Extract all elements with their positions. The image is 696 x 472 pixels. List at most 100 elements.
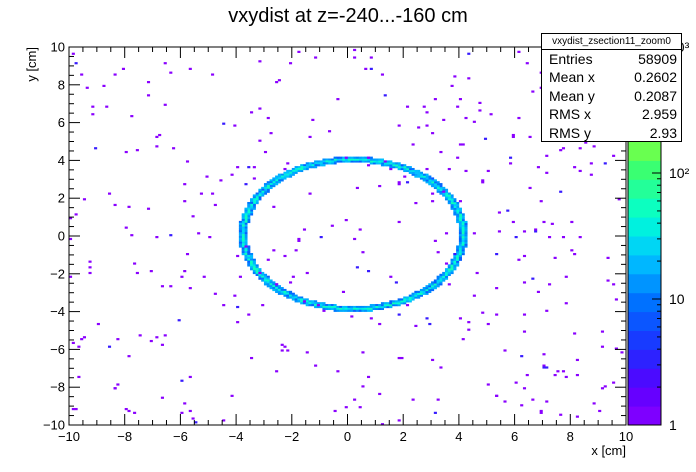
heatmap-cell	[277, 79, 281, 82]
heatmap-cell	[82, 336, 87, 339]
heatmap-cell	[461, 215, 465, 218]
heatmap-cell	[300, 302, 304, 305]
heatmap-cell	[414, 169, 418, 173]
heatmap-cell	[244, 213, 248, 216]
heatmap-cell	[461, 241, 465, 244]
heatmap-cell	[247, 217, 251, 220]
heatmap-cell	[255, 268, 259, 271]
heatmap-cell	[158, 133, 162, 137]
heatmap-cell	[419, 288, 423, 292]
heatmap-cell	[283, 171, 287, 174]
heatmap-cell	[263, 275, 268, 278]
heatmap-cell	[509, 156, 513, 159]
x-tick-label: −6	[173, 429, 188, 444]
heatmap-cell	[255, 198, 259, 201]
heatmap-cell	[436, 398, 440, 401]
heatmap-cell	[450, 266, 454, 269]
heatmap-cell	[528, 135, 532, 139]
heatmap-cell	[553, 373, 557, 377]
heatmap-cell	[238, 230, 242, 233]
heatmap-cell	[311, 164, 315, 167]
heatmap-cell	[291, 167, 295, 171]
heatmap-cell	[428, 179, 432, 182]
heatmap-cell	[439, 190, 443, 193]
heatmap-cell	[311, 166, 315, 169]
heatmap-cell	[433, 183, 437, 186]
heatmap-cell	[458, 211, 462, 214]
heatmap-cell	[444, 275, 449, 278]
heatmap-cell	[458, 200, 462, 203]
heatmap-cell	[252, 194, 256, 197]
heatmap-cell	[258, 196, 262, 199]
heatmap-cell	[280, 288, 284, 292]
heatmap-cell	[361, 251, 365, 254]
y-tick-label: −10	[43, 418, 65, 433]
heatmap-cell	[286, 171, 290, 174]
heatmap-cell	[422, 292, 426, 295]
heatmap-cell	[169, 234, 173, 237]
heatmap-cell	[461, 236, 465, 239]
heatmap-cell	[392, 166, 396, 169]
heatmap-cell	[272, 181, 276, 184]
heatmap-cell	[364, 158, 368, 161]
heatmap-cell	[211, 192, 215, 195]
heatmap-cell	[458, 220, 462, 224]
heatmap-cell	[433, 281, 437, 284]
heatmap-cell	[305, 164, 309, 167]
heatmap-cell	[397, 356, 401, 360]
heatmap-cell	[275, 287, 279, 290]
heatmap-cell	[247, 254, 251, 258]
heatmap-cell	[280, 179, 284, 182]
heatmap-cell	[433, 184, 437, 188]
heatmap-cell	[397, 166, 401, 169]
heatmap-cell	[294, 294, 298, 297]
heatmap-cell	[255, 200, 259, 203]
heatmap-cell	[408, 298, 412, 301]
heatmap-cell	[325, 304, 329, 307]
heatmap-cell	[258, 192, 262, 195]
heatmap-cell	[250, 258, 254, 261]
y-tick-label: −8	[50, 380, 65, 395]
heatmap-cell	[294, 298, 298, 301]
heatmap-cell	[456, 213, 460, 216]
heatmap-cell	[439, 192, 443, 195]
heatmap-cell	[461, 143, 465, 146]
heatmap-cell	[266, 285, 270, 288]
heatmap-cell	[350, 156, 354, 159]
heatmap-cell	[394, 166, 398, 169]
heatmap-cell	[495, 313, 499, 316]
heatmap-cell	[124, 407, 128, 411]
heatmap-cell	[458, 237, 462, 241]
heatmap-cell	[575, 373, 579, 377]
heatmap-cell	[417, 173, 421, 176]
heatmap-cell	[453, 264, 457, 267]
palette-band	[628, 292, 661, 313]
palette-band	[628, 198, 661, 218]
heatmap-cell	[464, 236, 468, 239]
heatmap-cell	[375, 307, 379, 311]
heatmap-cell	[263, 273, 268, 276]
heatmap-cell	[447, 200, 451, 203]
heatmap-cell	[361, 156, 365, 159]
heatmap-cell	[263, 150, 268, 154]
heatmap-cell	[286, 162, 290, 165]
heatmap-cell	[241, 234, 245, 237]
heatmap-cell	[517, 116, 521, 120]
heatmap-cell	[575, 415, 579, 418]
heatmap-cell	[238, 243, 242, 246]
heatmap-cell	[444, 268, 449, 271]
heatmap-cell	[422, 290, 426, 293]
heatmap-cell	[155, 145, 159, 148]
heatmap-cell	[277, 181, 281, 184]
heatmap-cell	[397, 220, 401, 224]
heatmap-cell	[453, 205, 457, 208]
heatmap-cell	[341, 160, 346, 163]
heatmap-cell	[442, 273, 446, 276]
palette-band	[628, 254, 661, 275]
heatmap-cell	[431, 287, 435, 290]
heatmap-cell	[425, 181, 429, 184]
heatmap-cell	[322, 302, 326, 305]
heatmap-cell	[130, 115, 134, 118]
heatmap-cell	[277, 287, 281, 290]
heatmap-cell	[322, 160, 326, 163]
